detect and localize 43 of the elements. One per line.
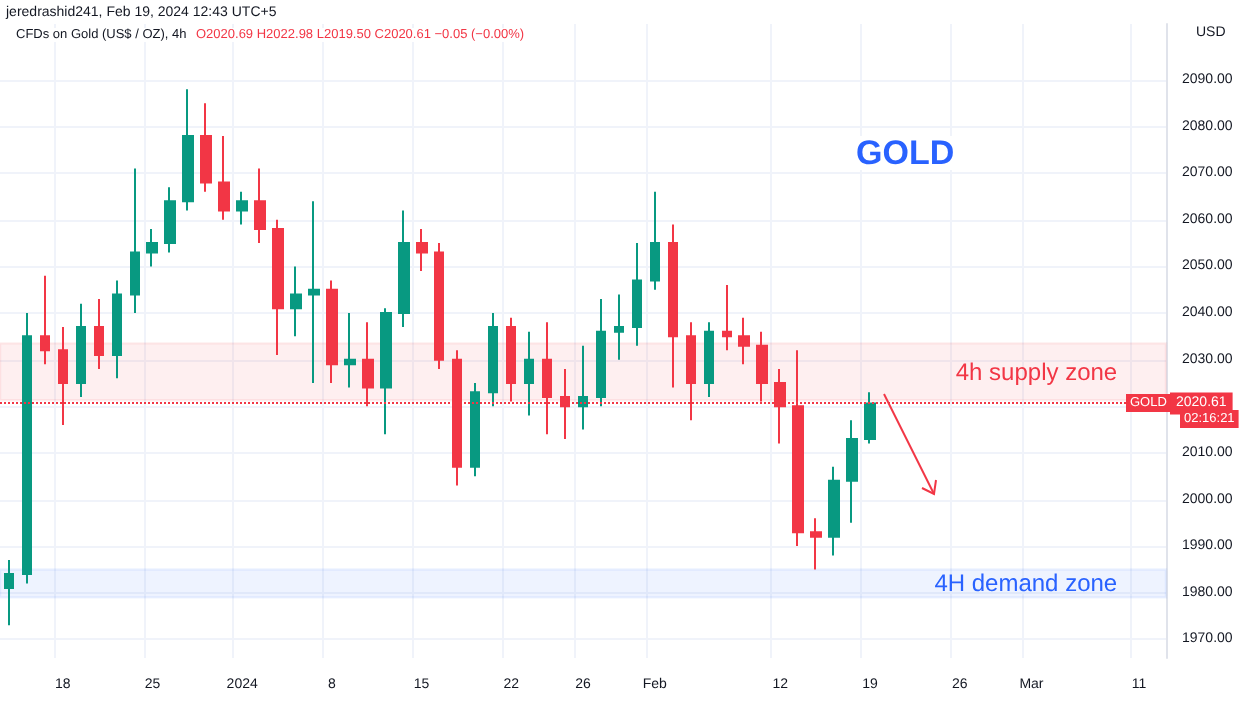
candlestick — [308, 200, 320, 384]
candlestick — [632, 242, 642, 347]
candlestick — [40, 274, 50, 366]
candlestick — [326, 279, 338, 384]
candlestick — [200, 102, 212, 193]
candlestick — [76, 302, 86, 398]
band-label: 4h supply zone — [955, 357, 1118, 386]
candlestick — [828, 465, 840, 557]
candlestick — [146, 228, 158, 268]
candlestick — [470, 381, 480, 478]
candlestick — [236, 190, 248, 226]
candlestick — [218, 134, 230, 221]
candlestick — [416, 228, 428, 273]
candlestick — [704, 321, 714, 398]
candlestick — [94, 298, 104, 370]
candlestick — [614, 293, 624, 361]
candlestick — [846, 419, 858, 524]
band-label: 4H demand zone — [934, 569, 1118, 598]
candlestick — [272, 218, 284, 356]
candlestick — [434, 242, 444, 370]
annotation: GOLD — [856, 134, 955, 172]
candlestick — [596, 298, 606, 408]
candlestick — [290, 265, 302, 338]
candlestick — [864, 391, 876, 445]
candlestick — [182, 88, 194, 212]
candlestick — [524, 330, 534, 417]
candlestick — [506, 316, 516, 403]
candlestick — [738, 316, 750, 366]
candlestick — [4, 559, 14, 627]
candlestick — [380, 307, 392, 436]
candlestick — [488, 312, 498, 408]
candlestick — [810, 517, 822, 571]
candlestick — [22, 312, 32, 585]
candlestick — [722, 284, 732, 352]
candlestick — [112, 279, 122, 380]
candlestick — [398, 209, 410, 329]
candlestick — [650, 190, 660, 291]
candlestick — [164, 186, 176, 254]
candlestick — [344, 312, 356, 389]
candlestick — [254, 167, 266, 245]
candlestick — [668, 223, 678, 389]
candlestick — [578, 344, 588, 431]
candlestick — [130, 167, 140, 315]
